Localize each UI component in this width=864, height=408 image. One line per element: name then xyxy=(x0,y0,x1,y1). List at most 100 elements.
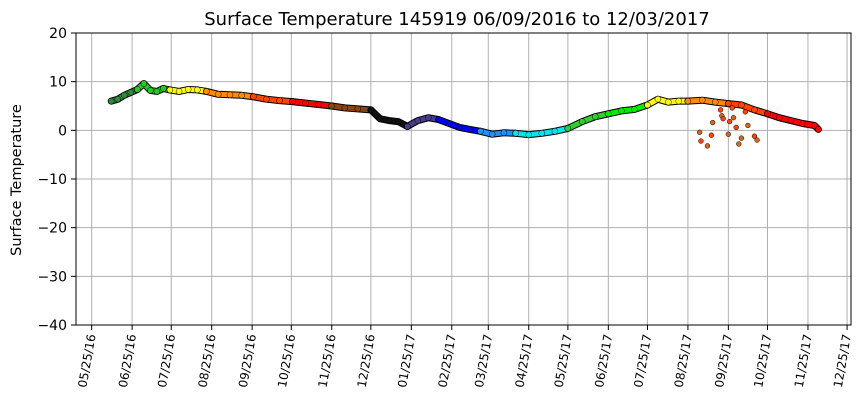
series-13-line xyxy=(605,102,650,117)
x-tick-label: 09/25/16 xyxy=(236,333,259,389)
x-tick-label: 11/25/16 xyxy=(316,333,339,389)
y-tick-label: −20 xyxy=(37,221,67,237)
y-tick-label: −40 xyxy=(37,318,67,334)
y-tick-label: −10 xyxy=(37,172,67,188)
data-point xyxy=(114,95,122,103)
outlier-point xyxy=(697,129,703,135)
outlier-point xyxy=(754,137,760,143)
data-point xyxy=(500,129,508,137)
data-point xyxy=(160,85,167,92)
y-tick-label: 10 xyxy=(49,75,67,91)
outlier-point xyxy=(730,115,737,121)
x-tick-label: 02/25/17 xyxy=(436,333,459,389)
data-point xyxy=(121,92,128,99)
x-tick-label: 07/25/16 xyxy=(155,333,178,389)
data-point xyxy=(385,117,393,124)
outlier-point xyxy=(745,122,751,129)
data-point xyxy=(466,126,474,133)
data-point xyxy=(404,123,411,130)
data-point xyxy=(675,97,683,105)
data-point xyxy=(263,95,270,103)
data-point xyxy=(425,114,432,121)
data-point xyxy=(134,86,141,93)
x-tick-label: 12/25/17 xyxy=(831,333,854,389)
data-point xyxy=(354,105,362,113)
series-12-line xyxy=(565,111,611,131)
data-point xyxy=(107,97,115,105)
data-point xyxy=(238,92,245,99)
series-6-line xyxy=(329,103,374,113)
data-point xyxy=(551,128,559,135)
x-tick-label: 10/25/17 xyxy=(751,333,774,389)
data-point xyxy=(538,130,546,137)
data-point xyxy=(787,117,795,124)
outlier-point xyxy=(733,124,739,131)
data-point xyxy=(395,118,402,125)
data-point xyxy=(153,88,161,95)
outlier-point xyxy=(698,138,704,144)
data-point xyxy=(184,86,192,93)
data-point xyxy=(477,128,484,135)
data-point xyxy=(811,122,818,129)
outlier-point xyxy=(704,143,711,149)
data-point xyxy=(289,98,296,105)
data-point xyxy=(592,113,599,120)
series-10-line xyxy=(478,128,519,137)
data-point xyxy=(815,126,822,133)
outlier-point xyxy=(729,105,735,111)
data-point xyxy=(751,106,758,114)
data-point xyxy=(456,124,463,131)
series-8-line xyxy=(404,115,442,129)
outlier-point xyxy=(751,133,758,139)
data-point xyxy=(512,130,519,137)
data-point xyxy=(712,98,719,106)
data-point xyxy=(203,88,210,95)
axes: 20 10 0 −10 −20 −30 −40 05/25/16 06/25/16 07/25/1… xyxy=(37,26,854,389)
outlier-point xyxy=(708,132,715,138)
data-point xyxy=(226,91,234,99)
data-point xyxy=(725,100,732,107)
plot-area xyxy=(107,80,822,149)
chart-title: Surface Temperature 145919 06/09/2016 to… xyxy=(204,9,709,30)
outlier-point xyxy=(742,109,748,115)
x-tick-label: 04/25/17 xyxy=(513,333,536,389)
data-point xyxy=(194,86,201,94)
data-point xyxy=(175,88,183,95)
data-point xyxy=(684,97,692,105)
data-point xyxy=(367,106,375,114)
data-point xyxy=(140,80,148,87)
outlier-point xyxy=(727,118,733,125)
x-tick-label: 10/25/16 xyxy=(275,333,298,389)
data-point xyxy=(654,95,662,103)
data-point xyxy=(699,96,706,104)
data-point xyxy=(250,93,257,101)
outlier-point xyxy=(725,131,732,137)
outlier-point xyxy=(717,107,724,113)
data-point xyxy=(578,118,586,125)
y-tick-label: −30 xyxy=(37,269,67,285)
data-point xyxy=(665,98,672,106)
data-point xyxy=(618,107,625,115)
data-point xyxy=(376,115,384,122)
data-point xyxy=(525,131,532,138)
data-point xyxy=(644,101,651,109)
data-point xyxy=(328,102,335,110)
data-point xyxy=(435,116,442,123)
x-tick-label: 06/25/16 xyxy=(116,333,139,389)
x-tick-label: 12/25/16 xyxy=(355,333,378,389)
data-point xyxy=(214,91,222,98)
data-point xyxy=(276,97,283,104)
y-tick-label: 0 xyxy=(58,123,67,139)
outlier-point xyxy=(736,141,742,147)
outlier-point xyxy=(738,135,745,141)
data-point xyxy=(564,125,572,132)
data-point xyxy=(631,106,638,113)
x-tick-label: 06/25/17 xyxy=(592,333,615,389)
x-tick-label: 08/25/17 xyxy=(672,333,695,389)
y-tick-label: 20 xyxy=(49,26,67,42)
x-tick-label: 07/25/17 xyxy=(631,333,654,389)
data-point xyxy=(414,117,422,124)
series-4-line xyxy=(250,94,296,105)
series-16-line xyxy=(725,101,770,117)
